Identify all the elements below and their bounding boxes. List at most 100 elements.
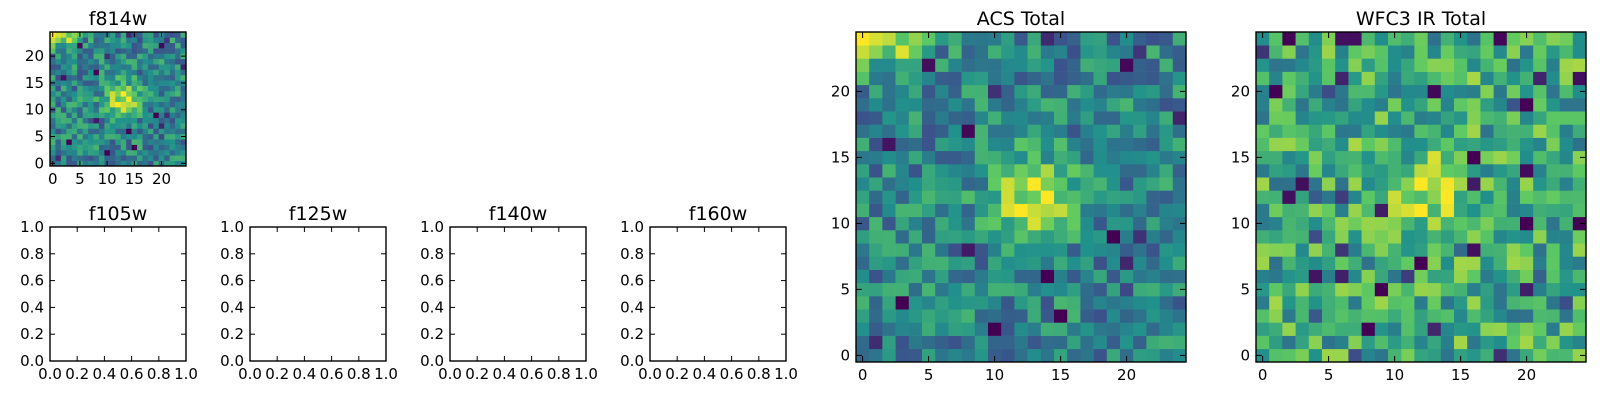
heatmap-cell <box>71 112 78 119</box>
heatmap-cell <box>1414 164 1428 178</box>
heatmap-cell <box>1322 348 1336 363</box>
heatmap-cell <box>961 45 976 59</box>
heatmap-cell <box>104 107 111 113</box>
heatmap-cell <box>895 98 910 112</box>
heatmap-cell <box>1480 296 1494 310</box>
heatmap-cell <box>71 101 78 108</box>
heatmap-cell <box>1427 190 1442 204</box>
heatmap-cell <box>1014 177 1028 191</box>
panel-title: f105w <box>89 203 148 225</box>
heatmap-cell <box>1480 203 1494 218</box>
heatmap-cell <box>948 150 962 165</box>
heatmap-cell <box>1295 71 1310 86</box>
heatmap-cell <box>1080 243 1094 257</box>
heatmap-cell <box>1014 164 1028 178</box>
heatmap-cell <box>1454 348 1468 363</box>
axes-frame <box>449 226 587 362</box>
heatmap-cell <box>1348 309 1362 323</box>
heatmap-cell <box>153 144 160 151</box>
heatmap-cell <box>895 335 910 350</box>
heatmap-cell <box>158 149 165 156</box>
heatmap-cell <box>1427 98 1442 112</box>
heatmap-cell <box>147 139 154 145</box>
heatmap-cell <box>908 282 923 297</box>
heatmap-cell <box>1106 296 1121 310</box>
empty-axes-background <box>50 227 186 361</box>
heatmap-cell <box>1546 269 1560 284</box>
heatmap-cell <box>60 160 67 167</box>
heatmap-cell <box>1401 243 1415 257</box>
heatmap-cell <box>1335 230 1349 244</box>
heatmap-cell <box>1080 150 1094 165</box>
heatmap-cell <box>1014 309 1028 323</box>
heatmap-cell <box>93 139 100 145</box>
heatmap-cell <box>1269 269 1283 284</box>
heatmap-cell <box>895 296 910 310</box>
heatmap-cell <box>1040 45 1055 59</box>
y-tick-label: 5 <box>840 280 850 298</box>
heatmap-cell <box>895 177 910 191</box>
heatmap-cell <box>82 42 89 49</box>
heatmap-cell <box>1335 84 1349 99</box>
heatmap-cell <box>1093 230 1108 244</box>
heatmap-cell <box>1308 296 1323 310</box>
heatmap-cell <box>1093 256 1108 270</box>
heatmap-cell <box>153 155 160 161</box>
heatmap-cell <box>1269 230 1283 244</box>
heatmap-cell <box>1533 177 1547 191</box>
heatmap-cell <box>142 144 149 151</box>
heatmap-cell <box>93 37 100 44</box>
heatmap-cell <box>142 69 149 76</box>
heatmap-cell <box>869 243 883 257</box>
heatmap-cell <box>1361 296 1376 310</box>
heatmap-cell <box>1467 177 1481 191</box>
heatmap-cell <box>1295 216 1310 231</box>
heatmap-cell <box>948 32 962 46</box>
heatmap-cell <box>93 85 100 92</box>
x-tick-label: 0.8 <box>547 365 571 383</box>
x-tick-label: 0.2 <box>465 365 489 383</box>
heatmap-cell <box>1401 190 1415 204</box>
heatmap-cell <box>169 133 176 140</box>
heatmap-cell <box>126 155 132 161</box>
heatmap-cell <box>908 348 923 363</box>
heatmap-cell <box>935 335 949 350</box>
heatmap-cell <box>1040 164 1055 178</box>
heatmap-cell <box>153 139 160 145</box>
heatmap-cell <box>1054 164 1068 178</box>
heatmap-cell <box>1120 137 1134 152</box>
heatmap-cell <box>1520 322 1534 336</box>
heatmap-cell <box>50 139 56 145</box>
heatmap-cell <box>1454 58 1468 72</box>
heatmap-cell <box>974 309 989 323</box>
heatmap-cell <box>895 230 910 244</box>
x-tick-label: 0.8 <box>347 365 371 383</box>
y-tick-label: 0.4 <box>620 298 644 316</box>
heatmap-cell <box>1559 216 1574 231</box>
heatmap-cell <box>935 282 949 297</box>
heatmap-cell <box>1106 309 1121 323</box>
heatmap-cell <box>126 37 132 44</box>
heatmap-cell <box>60 48 67 54</box>
heatmap-cell <box>908 124 923 138</box>
heatmap-cell <box>66 80 73 86</box>
heatmap-cell <box>922 216 936 231</box>
y-tick-label: 0.8 <box>620 245 644 263</box>
heatmap-cell <box>1427 269 1442 284</box>
heatmap-cell <box>895 216 910 231</box>
heatmap-cell <box>1054 111 1068 125</box>
heatmap-cell <box>1493 309 1508 323</box>
heatmap-cell <box>169 53 176 60</box>
heatmap-cell <box>1374 111 1389 125</box>
heatmap-cell <box>1308 84 1323 99</box>
heatmap-cell <box>1067 164 1081 178</box>
heatmap-cell <box>55 85 62 92</box>
heatmap-cell <box>1401 309 1415 323</box>
heatmap-cell <box>1440 335 1455 350</box>
heatmap-cell <box>1520 243 1534 257</box>
heatmap-cell <box>882 190 896 204</box>
heatmap-cell <box>961 98 976 112</box>
x-tick-label: 5 <box>1324 366 1334 384</box>
heatmap-cell <box>856 296 870 310</box>
heatmap-cell <box>1106 269 1121 284</box>
